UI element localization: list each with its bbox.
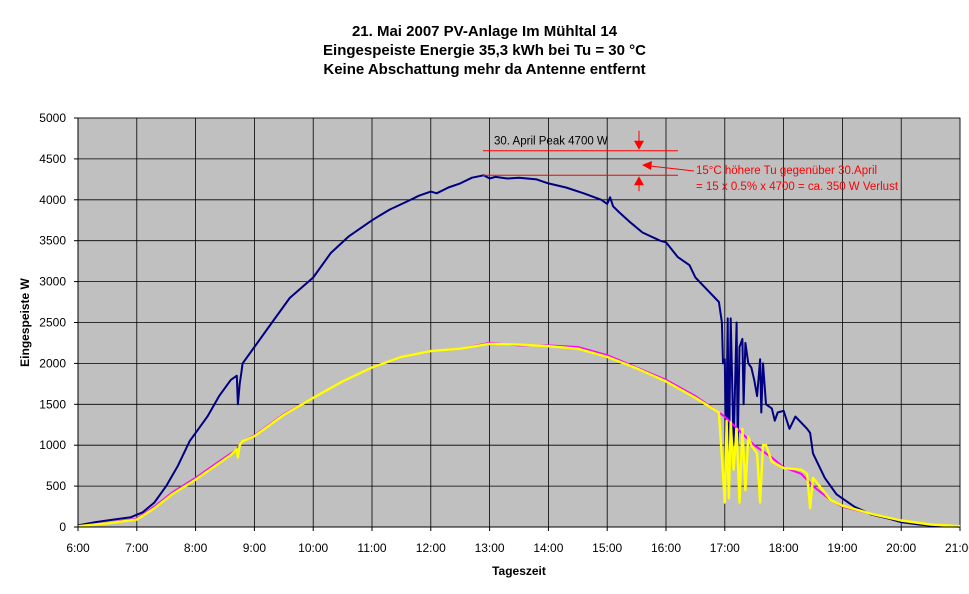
y-tick-label: 4500 [39, 152, 66, 166]
y-axis-title: Eingespeiste W [18, 277, 32, 366]
y-tick-label: 3500 [39, 234, 66, 248]
y-tick-label: 4000 [39, 193, 66, 207]
x-tick-label: 10:00 [298, 541, 328, 555]
x-tick-label: 6:00 [66, 541, 90, 555]
chart-title-line-1: 21. Mai 2007 PV-Anlage Im Mühltal 14 [351, 23, 618, 40]
x-tick-label: 14:00 [533, 541, 563, 555]
chart-title-line-2: Eingespeiste Energie 35,3 kWh bei Tu = 3… [323, 42, 646, 59]
note-pointer-arrow-icon [642, 161, 652, 170]
x-axis-title: Tageszeit [492, 564, 546, 578]
y-tick-label: 1500 [39, 397, 66, 411]
loss-note-line-1: 15°C höhere Tu gegenüber 30.April [696, 165, 877, 177]
x-tick-label: 15:00 [592, 541, 622, 555]
x-tick-label: 7:00 [125, 541, 149, 555]
x-tick-label: 19:00 [827, 541, 857, 555]
x-tick-label: 8:00 [184, 541, 208, 555]
y-tick-label: 500 [46, 479, 66, 493]
chart-title: 21. Mai 2007 PV-Anlage Im Mühltal 14 Ein… [0, 22, 969, 79]
x-tick-label: 9:00 [243, 541, 267, 555]
series-layer [77, 174, 961, 528]
y-tick-label: 3000 [39, 275, 66, 289]
series-line-yellow [77, 342, 961, 528]
gridlines [77, 117, 961, 528]
note-pointer-line [649, 165, 695, 172]
annotations: 30. April Peak 4700 W 15°C höhere Tu gege… [483, 130, 899, 193]
x-tick-label: 11:00 [357, 541, 386, 555]
arrow-down-icon [634, 140, 644, 150]
y-tick-label: 5000 [39, 111, 66, 125]
chart-title-line-3: Keine Abschattung mehr da Antenne entfer… [323, 61, 646, 78]
x-tick-label: 21:00 [945, 541, 969, 555]
x-tick-label: 13:00 [475, 541, 505, 555]
axes: 6:00 7:00 8:00 9:00 10:00 11:00 12:00 13:00 14:0… [39, 111, 969, 555]
series-line-total [77, 174, 961, 528]
x-tick-label: 16:00 [651, 541, 681, 555]
arrow-up-icon [634, 176, 644, 186]
peak-reference-label: 30. April Peak 4700 W [494, 136, 608, 148]
loss-note-line-2: = 15 x 0.5% x 4700 = ca. 350 W Verlust [696, 181, 899, 193]
y-tick-label: 2000 [39, 356, 66, 370]
x-tick-label: 20:00 [886, 541, 916, 555]
y-tick-label: 2500 [39, 316, 66, 330]
y-tick-label: 1000 [39, 438, 66, 452]
x-tick-label: 17:00 [710, 541, 740, 555]
x-tick-label: 18:00 [769, 541, 799, 555]
x-tick-label: 12:00 [416, 541, 446, 555]
y-tick-label: 0 [59, 520, 66, 534]
